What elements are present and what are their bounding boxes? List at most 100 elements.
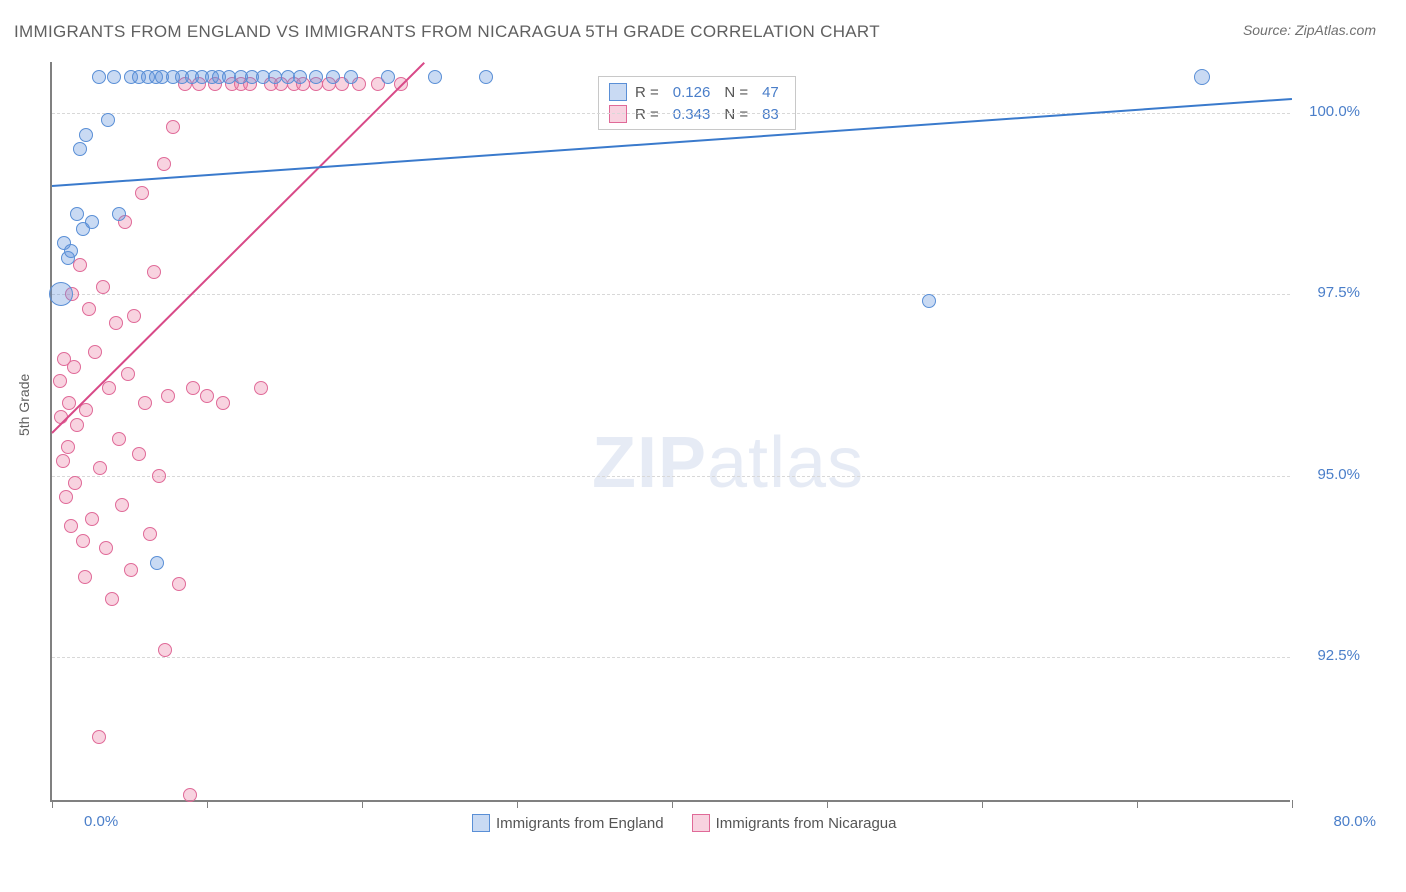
legend-label-england: Immigrants from England [496, 815, 664, 832]
x-tick [52, 800, 53, 808]
data-point-england [428, 70, 442, 84]
y-tick-label: 100.0% [1309, 103, 1360, 120]
data-point-england [344, 70, 358, 84]
data-point-nicaragua [68, 476, 82, 490]
data-point-nicaragua [109, 316, 123, 330]
r-label: R = [635, 84, 659, 101]
data-point-england [92, 70, 106, 84]
stats-row-nicaragua: R = 0.343 N = 83 [609, 103, 785, 125]
legend-item-nicaragua: Immigrants from Nicaragua [692, 814, 897, 832]
data-point-nicaragua [53, 374, 67, 388]
data-point-england [101, 113, 115, 127]
data-point-nicaragua [67, 360, 81, 374]
data-point-nicaragua [143, 527, 157, 541]
n-value-england: 47 [762, 84, 779, 101]
r-value-england: 0.126 [673, 84, 711, 101]
gridline [52, 476, 1290, 477]
x-tick [1292, 800, 1293, 808]
data-point-england [85, 215, 99, 229]
watermark: ZIPatlas [592, 422, 864, 504]
swatch-nicaragua-icon [692, 814, 710, 832]
x-tick [362, 800, 363, 808]
data-point-england [70, 207, 84, 221]
data-point-nicaragua [147, 265, 161, 279]
legend-item-england: Immigrants from England [472, 814, 664, 832]
x-tick [1137, 800, 1138, 808]
data-point-nicaragua [82, 302, 96, 316]
chart-header: IMMIGRANTS FROM ENGLAND VS IMMIGRANTS FR… [0, 0, 1406, 50]
r-value-nicaragua: 0.343 [673, 106, 711, 123]
data-point-nicaragua [121, 367, 135, 381]
data-point-nicaragua [78, 570, 92, 584]
data-point-nicaragua [166, 120, 180, 134]
data-point-nicaragua [152, 469, 166, 483]
data-point-nicaragua [56, 454, 70, 468]
data-point-england [112, 207, 126, 221]
data-point-nicaragua [158, 643, 172, 657]
x-tick [207, 800, 208, 808]
stats-legend: R = 0.126 N = 47 R = 0.343 N = 83 [598, 76, 796, 130]
swatch-england [609, 83, 627, 101]
data-point-nicaragua [92, 730, 106, 744]
data-point-england [293, 70, 307, 84]
data-point-nicaragua [85, 512, 99, 526]
data-point-nicaragua [115, 498, 129, 512]
data-point-england [381, 70, 395, 84]
data-point-nicaragua [70, 418, 84, 432]
legend-bottom: Immigrants from England Immigrants from … [472, 814, 896, 832]
data-point-nicaragua [96, 280, 110, 294]
data-point-england [309, 70, 323, 84]
data-point-nicaragua [73, 258, 87, 272]
x-tick [827, 800, 828, 808]
r-label: R = [635, 106, 659, 123]
n-label: N = [724, 106, 748, 123]
data-point-nicaragua [61, 440, 75, 454]
data-point-nicaragua [112, 432, 126, 446]
x-tick [672, 800, 673, 808]
data-point-nicaragua [216, 396, 230, 410]
n-value-nicaragua: 83 [762, 106, 779, 123]
x-axis-max-label: 80.0% [1333, 813, 1376, 830]
data-point-nicaragua [183, 788, 197, 802]
x-tick [517, 800, 518, 808]
data-point-nicaragua [93, 461, 107, 475]
data-point-england [107, 70, 121, 84]
data-point-england [79, 128, 93, 142]
y-tick-label: 95.0% [1317, 466, 1360, 483]
data-point-nicaragua [161, 389, 175, 403]
data-point-nicaragua [64, 519, 78, 533]
chart-title: IMMIGRANTS FROM ENGLAND VS IMMIGRANTS FR… [14, 22, 880, 42]
plot-area: ZIPatlas R = 0.126 N = 47 R = 0.343 N = … [50, 62, 1290, 802]
source-label: Source: ZipAtlas.com [1243, 22, 1376, 38]
data-point-nicaragua [138, 396, 152, 410]
data-point-england [922, 294, 936, 308]
n-label: N = [724, 84, 748, 101]
data-point-nicaragua [102, 381, 116, 395]
data-point-nicaragua [99, 541, 113, 555]
gridline [52, 657, 1290, 658]
data-point-nicaragua [186, 381, 200, 395]
data-point-england [49, 282, 73, 306]
data-point-england [64, 244, 78, 258]
data-point-nicaragua [105, 592, 119, 606]
chart-container: 5th Grade ZIPatlas R = 0.126 N = 47 R = … [14, 48, 1392, 886]
x-axis-min-label: 0.0% [84, 813, 118, 830]
y-axis-label: 5th Grade [16, 374, 32, 436]
data-point-nicaragua [88, 345, 102, 359]
swatch-england-icon [472, 814, 490, 832]
watermark-bold: ZIP [592, 423, 707, 503]
data-point-nicaragua [172, 577, 186, 591]
data-point-england [73, 142, 87, 156]
data-point-nicaragua [59, 490, 73, 504]
data-point-nicaragua [76, 534, 90, 548]
y-tick-label: 97.5% [1317, 284, 1360, 301]
swatch-nicaragua [609, 105, 627, 123]
data-point-nicaragua [127, 309, 141, 323]
data-point-nicaragua [200, 389, 214, 403]
legend-label-nicaragua: Immigrants from Nicaragua [716, 815, 897, 832]
data-point-nicaragua [254, 381, 268, 395]
data-point-england [326, 70, 340, 84]
data-point-nicaragua [132, 447, 146, 461]
watermark-light: atlas [707, 423, 864, 503]
data-point-nicaragua [157, 157, 171, 171]
